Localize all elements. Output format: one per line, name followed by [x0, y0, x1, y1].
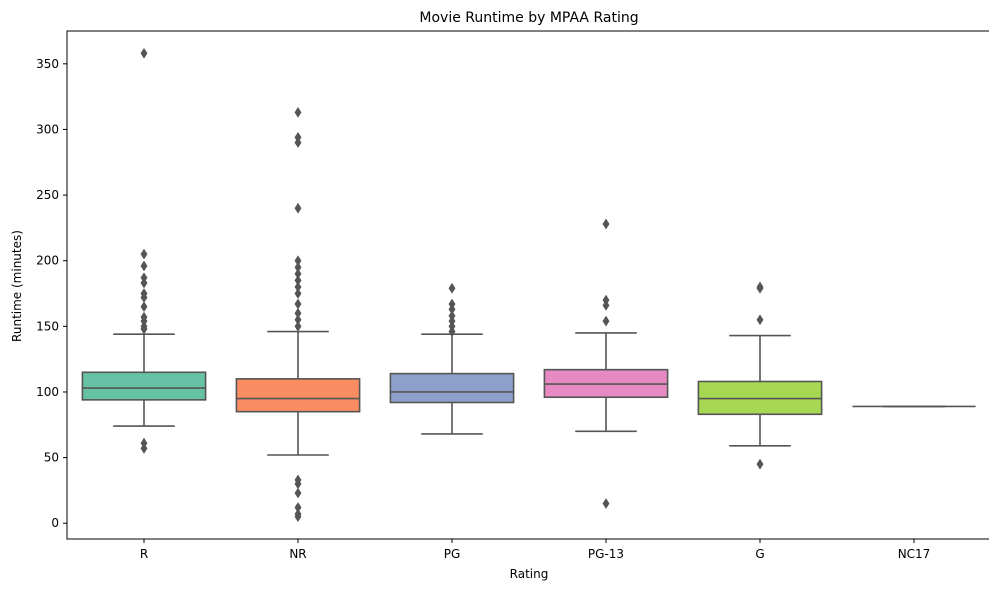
- x-tick-label: NR: [289, 547, 306, 561]
- outlier-point: [140, 260, 148, 272]
- chart-title: Movie Runtime by MPAA Rating: [419, 10, 638, 26]
- outlier-point: [602, 218, 610, 230]
- y-tick-label: 0: [51, 516, 59, 530]
- outlier-point: [602, 299, 610, 311]
- y-tick-label: 300: [36, 122, 59, 136]
- outlier-point: [294, 137, 302, 149]
- box-group-pg: [389, 282, 515, 435]
- outlier-point: [140, 323, 148, 335]
- x-tick-label: PG-13: [588, 547, 624, 561]
- x-tick-label: R: [140, 547, 148, 561]
- outlier-point: [602, 498, 610, 510]
- outlier-point: [756, 458, 764, 470]
- outlier-point: [448, 326, 456, 338]
- y-tick-label: 50: [44, 451, 59, 465]
- y-tick-label: 150: [36, 319, 59, 333]
- x-tick-label: NC17: [898, 547, 931, 561]
- outlier-point: [294, 511, 302, 523]
- y-tick-label: 100: [36, 385, 59, 399]
- x-tick-label: G: [755, 547, 764, 561]
- y-tick-label: 350: [36, 57, 59, 71]
- outlier-point: [294, 202, 302, 214]
- box-group-g: [697, 281, 823, 470]
- box-iqr: [389, 372, 515, 404]
- y-tick-label: 200: [36, 254, 59, 268]
- outlier-point: [294, 106, 302, 118]
- outlier-point: [294, 320, 302, 332]
- outlier-point: [140, 248, 148, 260]
- plot-frame: [66, 30, 989, 540]
- outlier-point: [140, 277, 148, 289]
- y-axis-label: Runtime (minutes): [10, 230, 24, 342]
- box-group-r: [81, 47, 207, 454]
- outlier-point: [294, 288, 302, 299]
- outlier-point: [602, 315, 610, 327]
- x-tick-label: PG: [444, 547, 461, 561]
- box-group-nr: [235, 106, 361, 523]
- outlier-point: [294, 298, 302, 310]
- outlier-point: [756, 314, 764, 326]
- outlier-point: [294, 487, 302, 499]
- y-tick-label: 250: [36, 188, 59, 202]
- outlier-point: [140, 47, 148, 59]
- box-group-pg-13: [543, 218, 669, 510]
- plot-area: [81, 47, 976, 523]
- outlier-point: [756, 282, 764, 294]
- outlier-point: [140, 301, 148, 313]
- outlier-point: [140, 442, 148, 454]
- x-axis-label: Rating: [510, 567, 549, 581]
- outlier-point: [448, 282, 456, 294]
- box-iqr: [81, 371, 207, 401]
- box-iqr: [235, 378, 361, 413]
